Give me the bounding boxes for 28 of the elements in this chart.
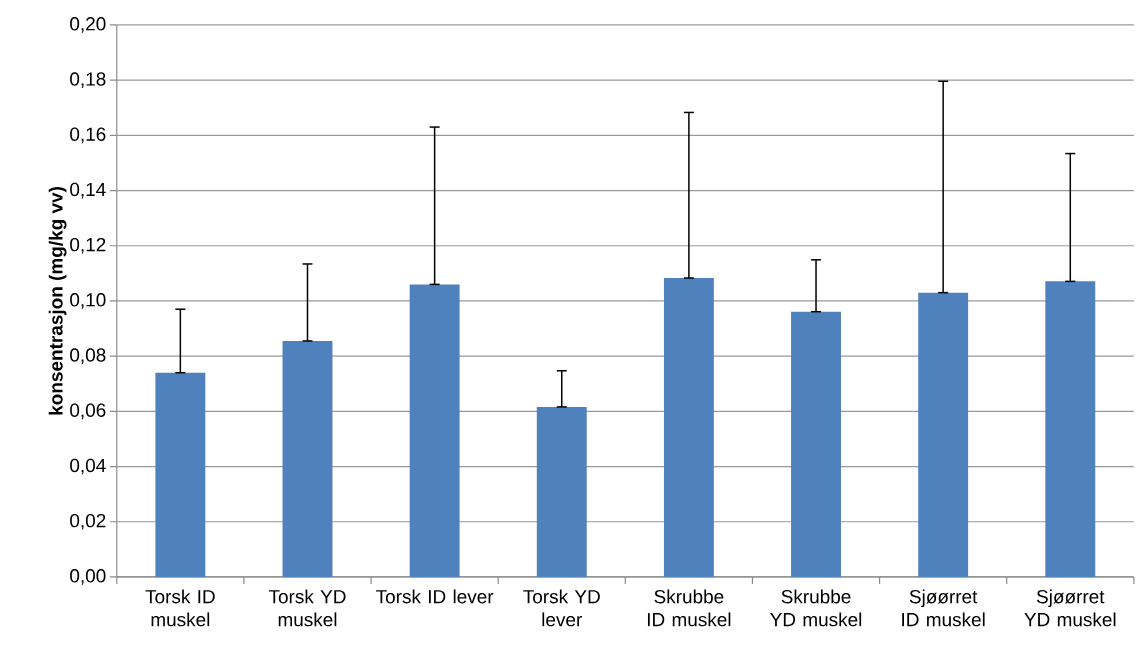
x-tick-label: Torsk ID lever bbox=[376, 589, 494, 604]
y-tick-label: 0,12 bbox=[70, 238, 106, 254]
y-tick-label: 0,06 bbox=[70, 403, 106, 420]
bar bbox=[791, 311, 841, 578]
y-tick-label: 0,00 bbox=[70, 569, 106, 585]
bar bbox=[1045, 281, 1096, 578]
bar bbox=[663, 278, 714, 578]
y-tick-label: 0,18 bbox=[70, 72, 106, 89]
y-tick-label: 0,20 bbox=[70, 17, 106, 33]
y-tick-label: 0,14 bbox=[70, 182, 106, 199]
x-tick-label: Torsk YD muskel bbox=[268, 589, 346, 627]
x-tick-label: Sjøørret YD muskel bbox=[1024, 589, 1116, 627]
y-tick-label: 0,02 bbox=[70, 514, 106, 530]
y-tick-label: 0,10 bbox=[70, 293, 106, 309]
x-tick-label: Skrubbe YD muskel bbox=[770, 589, 862, 627]
x-tick-label: Torsk ID muskel bbox=[145, 589, 215, 627]
bar bbox=[409, 284, 460, 578]
bar bbox=[282, 341, 333, 578]
y-tick-label: 0,04 bbox=[70, 458, 106, 475]
bar bbox=[155, 372, 206, 578]
x-tick-label: Skrubbe ID muskel bbox=[647, 589, 731, 627]
y-tick-label: 0,16 bbox=[70, 127, 106, 144]
y-tick-label: 0,08 bbox=[70, 348, 106, 365]
bar bbox=[536, 407, 587, 578]
x-tick-label: Sjøørret ID muskel bbox=[902, 589, 985, 627]
bar bbox=[918, 292, 969, 578]
y-axis-title: konsentrasjon (mg/kg vv) bbox=[48, 187, 67, 415]
x-tick-label: Torsk YD lever bbox=[523, 589, 600, 627]
